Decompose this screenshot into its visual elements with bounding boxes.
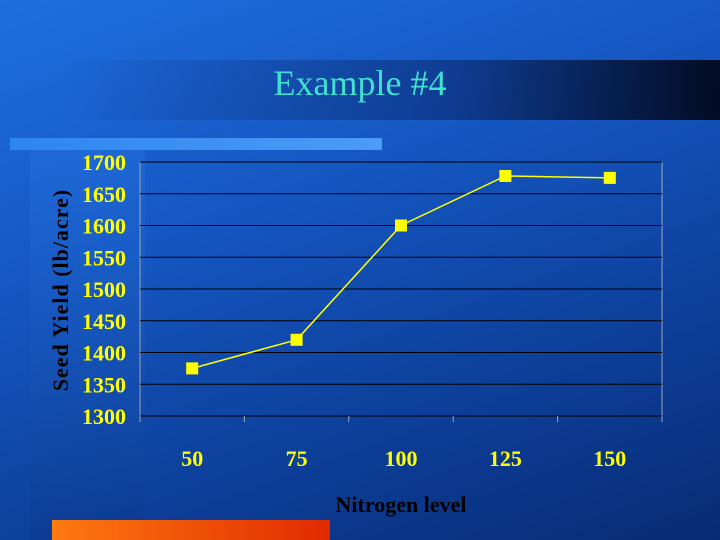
data-point (186, 362, 199, 375)
data-point (395, 219, 407, 232)
y-tick-label: 1650 (82, 182, 126, 207)
x-axis-title: Nitrogen level (336, 492, 467, 517)
y-tick-label: 1450 (82, 309, 126, 334)
y-tick-label: 1550 (82, 245, 126, 270)
data-point (290, 333, 303, 346)
series-line (192, 175, 610, 370)
decorative-bar-bottom (52, 520, 330, 540)
x-tick-label: 125 (489, 446, 522, 471)
y-tick-label: 1400 (82, 341, 126, 366)
decorative-panel (30, 140, 145, 540)
x-tick-label: 75 (286, 446, 308, 471)
data-point (499, 169, 512, 182)
y-tick-label: 1500 (82, 277, 126, 302)
decorative-bar-top (10, 138, 382, 150)
y-tick-label: 1600 (82, 214, 126, 239)
slide-title: Example #4 (273, 63, 447, 103)
y-tick-label: 1350 (82, 372, 126, 397)
x-tick-label: 50 (181, 446, 203, 471)
data-point (603, 171, 616, 184)
title-band (60, 60, 720, 120)
y-tick-label: 1300 (82, 404, 126, 429)
x-tick-label: 150 (593, 446, 626, 471)
y-tick-label: 1700 (82, 150, 126, 175)
y-axis-title: Seed Yield (lb/acre) (48, 189, 73, 392)
x-tick-label: 100 (385, 446, 418, 471)
